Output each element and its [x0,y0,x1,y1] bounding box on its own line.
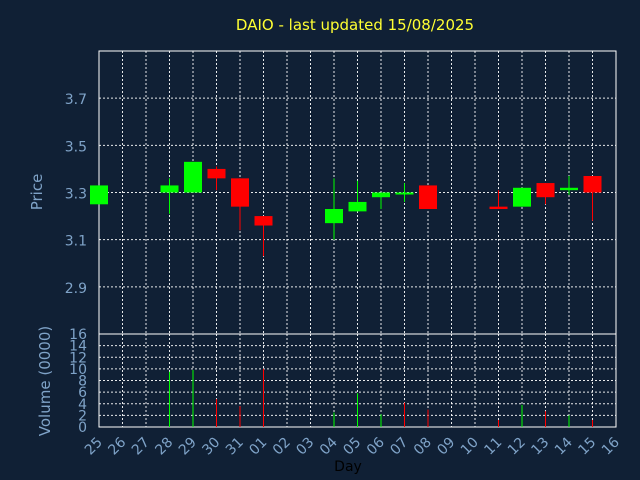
x-tick-label: 08 [411,435,435,459]
x-tick-label: 13 [528,435,552,459]
x-tick-label: 31 [223,435,247,459]
volume-axis-label: Volume (0000) [36,326,54,436]
x-tick-label: 14 [552,434,576,458]
candle-body [419,185,437,210]
candle-body [395,192,414,195]
candle-04 [325,178,343,240]
x-tick-label: 29 [176,435,200,459]
x-tick-label: 06 [364,434,388,458]
x-tick-label: 12 [505,435,529,459]
candle-11 [489,190,508,210]
price-tick-label: 3.5 [65,139,87,155]
candle-31 [231,178,249,231]
volume-tick-label: 12 [69,350,87,366]
x-tick-label: 01 [246,435,270,459]
volume-tick-label: 2 [78,408,87,424]
chart-title: DAIO - last updated 15/08/2025 [236,16,474,34]
price-panel: 2.9 3.1 3.3 3.5 3.7 [65,50,617,335]
price-tick-label: 2.9 [65,281,87,297]
candle-14 [560,175,578,195]
x-tick-label: 02 [270,435,294,459]
candle-07 [395,183,414,202]
volume-tick-label: 8 [78,374,87,390]
candle-25 [90,185,108,205]
candle-body [489,206,508,210]
volume-tick-label: 14 [69,339,87,355]
price-axis-label: Price [28,174,46,211]
candle-01 [254,216,273,257]
price-tick-label: 3.1 [65,234,87,250]
candle-body [90,185,108,205]
candle-29 [184,161,202,193]
x-tick-label: 03 [293,435,317,459]
x-tick-label: 27 [129,435,153,459]
candle-06 [372,192,390,210]
candlesticks [90,161,602,257]
candle-12 [513,187,531,207]
price-tick-label: 3.3 [65,187,87,203]
volume-bars [169,368,593,427]
x-tick-label: 25 [82,435,106,459]
x-axis-label: Day [334,459,362,475]
candle-body [160,185,179,193]
candle-body [513,187,531,207]
volume-tick-label: 4 [78,397,87,413]
candle-30 [207,166,226,191]
x-axis-ticks: 25 26 27 28 29 30 31 01 02 03 04 05 06 07 08 09 10 11 12 13… [82,434,623,458]
price-y-ticks: 2.9 3.1 3.3 3.5 3.7 [65,92,87,297]
x-tick-label: 05 [340,435,364,459]
x-tick-label: 16 [599,434,623,458]
volume-tick-label: 16 [69,327,87,343]
candle-body [231,178,249,207]
volume-tick-label: 0 [78,420,87,436]
candle-body [583,175,602,193]
volume-tick-label: 6 [78,385,87,401]
x-tick-label: 28 [152,435,176,459]
candle-body [207,168,226,179]
candle-body [325,209,343,224]
candle-05 [348,180,367,212]
candle-body [348,201,367,212]
x-tick-label: 11 [481,435,505,459]
x-tick-label: 26 [105,434,129,458]
candle-body [184,161,202,193]
x-tick-label: 04 [317,434,341,458]
candle-13 [536,183,555,205]
x-tick-label: 10 [458,435,482,459]
x-tick-label: 15 [575,435,599,459]
x-tick-label: 30 [199,435,223,459]
price-tick-label: 3.7 [65,92,87,108]
candle-08 [419,185,437,210]
candle-28 [160,178,179,214]
candle-body [254,216,273,226]
x-tick-label: 07 [387,435,411,459]
candle-body [536,183,555,198]
candle-body [560,187,578,191]
volume-tick-label: 10 [69,362,87,378]
candle-15 [583,175,602,221]
candle-body [372,192,390,198]
x-tick-label: 09 [434,435,458,459]
